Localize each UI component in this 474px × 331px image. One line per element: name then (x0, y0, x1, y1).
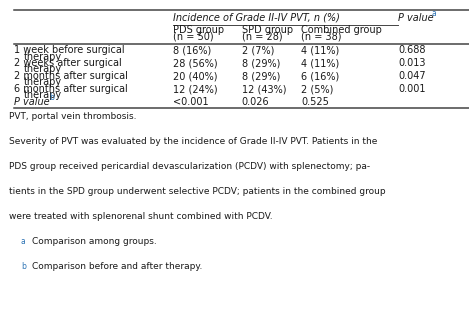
Text: 0.525: 0.525 (301, 97, 329, 107)
Text: 12 (24%): 12 (24%) (173, 84, 217, 94)
Text: therapy: therapy (23, 77, 62, 87)
Text: PVT, portal vein thrombosis.: PVT, portal vein thrombosis. (9, 112, 137, 121)
Text: <0.001: <0.001 (173, 97, 209, 107)
Text: 0.013: 0.013 (398, 58, 426, 68)
Text: 0.001: 0.001 (398, 84, 426, 94)
Text: tients in the SPD group underwent selective PCDV; patients in the combined group: tients in the SPD group underwent select… (9, 187, 386, 196)
Text: P value: P value (14, 97, 50, 107)
Text: P value: P value (398, 13, 434, 23)
Text: 12 (43%): 12 (43%) (242, 84, 286, 94)
Text: b: b (21, 262, 26, 271)
Text: 2 (5%): 2 (5%) (301, 84, 334, 94)
Text: were treated with splenorenal shunt combined with PCDV.: were treated with splenorenal shunt comb… (9, 212, 273, 221)
Text: therapy: therapy (23, 65, 62, 74)
Text: 8 (29%): 8 (29%) (242, 58, 280, 68)
Text: (n = 28): (n = 28) (242, 32, 283, 42)
Text: Comparison before and after therapy.: Comparison before and after therapy. (32, 262, 202, 271)
Text: SPD group: SPD group (242, 25, 293, 35)
Text: 20 (40%): 20 (40%) (173, 71, 217, 81)
Text: Combined group: Combined group (301, 25, 383, 35)
Text: (n = 38): (n = 38) (301, 32, 342, 42)
Text: 28 (56%): 28 (56%) (173, 58, 217, 68)
Text: PDS group received pericardial devascularization (PCDV) with splenectomy; pa-: PDS group received pericardial devascula… (9, 162, 371, 171)
Text: therapy: therapy (23, 90, 62, 100)
Text: 2 weeks after surgical: 2 weeks after surgical (14, 58, 122, 68)
Text: 2 months after surgical: 2 months after surgical (14, 71, 128, 81)
Text: a: a (431, 9, 436, 18)
Text: 6 (16%): 6 (16%) (301, 71, 340, 81)
Text: 0.047: 0.047 (398, 71, 426, 81)
Text: b: b (49, 93, 54, 102)
Text: Incidence of Grade II-IV PVT, n (%): Incidence of Grade II-IV PVT, n (%) (173, 13, 339, 23)
Text: 0.688: 0.688 (398, 45, 426, 55)
Text: 8 (16%): 8 (16%) (173, 45, 211, 55)
Text: 6 months after surgical: 6 months after surgical (14, 84, 128, 94)
Text: 1 week before surgical: 1 week before surgical (14, 45, 125, 55)
Text: (n = 50): (n = 50) (173, 32, 213, 42)
Text: 8 (29%): 8 (29%) (242, 71, 280, 81)
Text: PDS group: PDS group (173, 25, 224, 35)
Text: Severity of PVT was evaluated by the incidence of Grade II-IV PVT. Patients in t: Severity of PVT was evaluated by the inc… (9, 137, 378, 146)
Text: 4 (11%): 4 (11%) (301, 58, 340, 68)
Text: Comparison among groups.: Comparison among groups. (32, 237, 156, 246)
Text: 4 (11%): 4 (11%) (301, 45, 340, 55)
Text: therapy: therapy (23, 52, 62, 62)
Text: 0.026: 0.026 (242, 97, 269, 107)
Text: a: a (21, 237, 26, 246)
Text: 2 (7%): 2 (7%) (242, 45, 274, 55)
